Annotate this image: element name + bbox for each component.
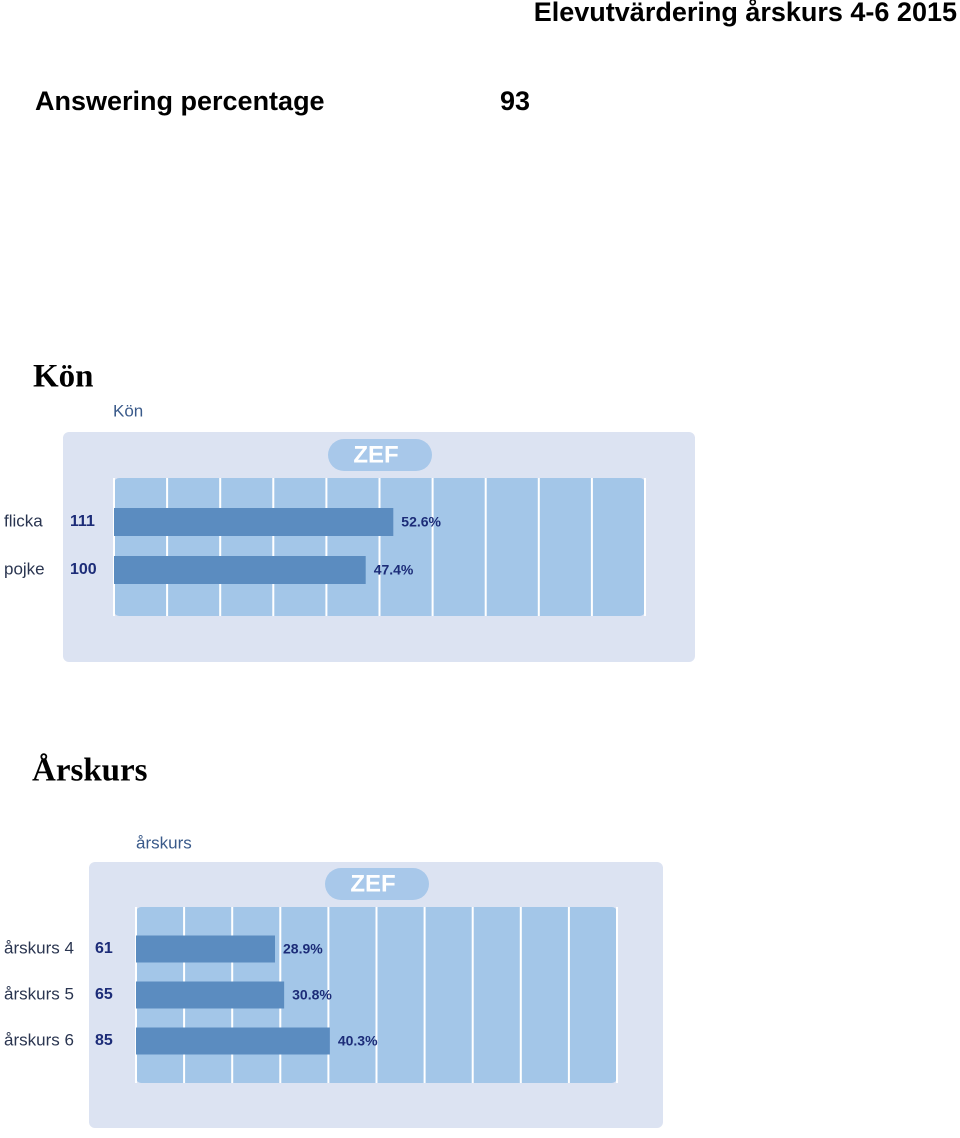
category-label: årskurs 5 <box>4 984 74 1003</box>
count-label: 61 <box>95 940 113 957</box>
section-heading: Årskurs <box>32 753 148 789</box>
logo-pill <box>328 439 432 471</box>
logo-pill <box>325 868 429 900</box>
chart-title: Kön <box>113 401 143 420</box>
count-label: 65 <box>95 986 113 1003</box>
category-label: flicka <box>4 511 43 530</box>
section-heading: Kön <box>33 359 94 395</box>
bar <box>136 935 276 963</box>
answering-label: Answering percentage <box>35 86 325 116</box>
logo: ZEF <box>350 870 395 897</box>
logo: ZEF <box>353 441 398 468</box>
value-label: 28.9% <box>283 941 323 957</box>
value-label: 40.3% <box>338 1033 378 1049</box>
bar <box>136 1027 330 1055</box>
category-label: årskurs 4 <box>4 938 74 957</box>
category-label: pojke <box>4 559 45 578</box>
bar <box>114 556 366 584</box>
count-label: 100 <box>70 561 97 578</box>
count-label: 111 <box>70 513 95 530</box>
answering-value: 93 <box>500 86 530 116</box>
count-label: 85 <box>95 1032 113 1049</box>
value-label: 52.6% <box>401 514 441 530</box>
value-label: 30.8% <box>292 987 332 1003</box>
page-title: Elevutvärdering årskurs 4-6 2015 <box>534 0 957 27</box>
value-label: 47.4% <box>374 562 414 578</box>
category-label: årskurs 6 <box>4 1030 74 1049</box>
chart-title: årskurs <box>136 833 192 852</box>
bar <box>136 981 285 1009</box>
bar <box>114 508 394 536</box>
